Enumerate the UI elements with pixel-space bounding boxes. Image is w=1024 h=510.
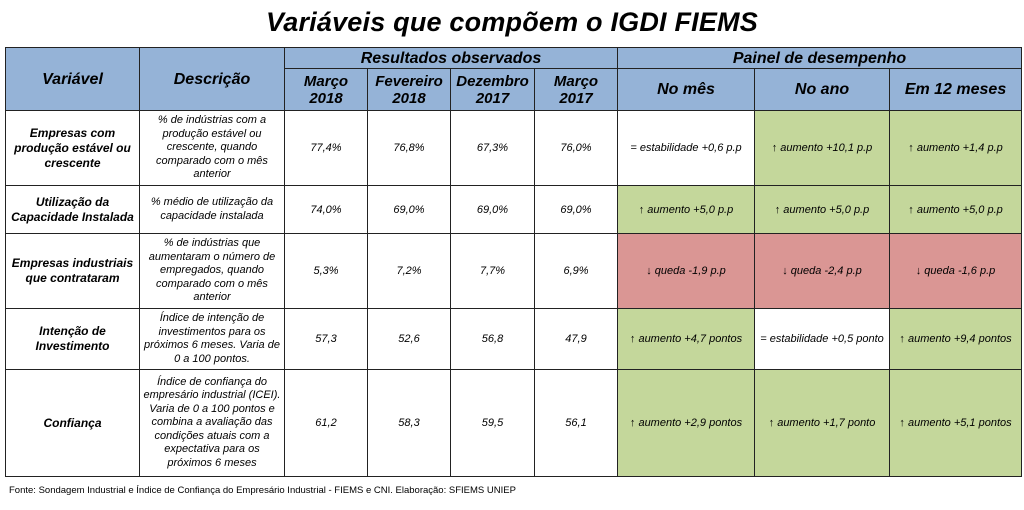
row-value: 76,8% (367, 110, 451, 186)
row-value: 69,0% (450, 185, 535, 234)
period-year: 2018 (309, 89, 343, 107)
period-month: Dezembro (456, 72, 529, 90)
header-no-mes: No mês (617, 68, 755, 111)
row-value: 59,5 (450, 369, 535, 477)
row-value: 67,3% (450, 110, 535, 186)
period-year: 2017 (559, 89, 593, 107)
period-year: 2018 (392, 89, 426, 107)
row-value: 61,2 (284, 369, 368, 477)
table-row: Confiança Índice de confiança do empresá… (5, 369, 1023, 477)
header-period-3: Dezembro 2017 (450, 68, 535, 111)
period-year: 2017 (475, 89, 510, 107)
perf-cell-12-meses: ↑ aumento +5,0 p.p (888, 185, 1023, 234)
row-value: 57,3 (284, 308, 368, 370)
row-value: 6,9% (534, 233, 618, 309)
row-value: 69,0% (367, 185, 451, 234)
header-period-1: Março 2018 (284, 68, 368, 111)
table-row: Empresas industriais que contrataram % d… (5, 233, 1023, 309)
period-month: Março (303, 72, 349, 90)
perf-cell-no-mes: ↑ aumento +4,7 pontos (617, 308, 755, 370)
row-value: 52,6 (367, 308, 451, 370)
row-descricao: Índice de confiança do empresário indust… (139, 369, 285, 477)
table-row: Utilização da Capacidade Instalada % méd… (5, 185, 1023, 234)
perf-cell-no-mes: ↑ aumento +5,0 p.p (617, 185, 755, 234)
row-value: 74,0% (284, 185, 368, 234)
perf-cell-12-meses: ↑ aumento +1,4 p.p (888, 110, 1023, 186)
row-variavel: Intenção de Investimento (5, 308, 140, 370)
row-variavel: Confiança (5, 369, 140, 477)
page-title: Variáveis que compõem o IGDI FIEMS (266, 7, 758, 37)
header-variavel: Variável (5, 47, 140, 111)
row-variavel: Utilização da Capacidade Instalada (5, 185, 140, 234)
period-month: Março (553, 72, 599, 90)
header-painel-desempenho: Painel de desempenho (616, 47, 1023, 69)
perf-cell-no-ano: ↓ queda -2,4 p.p (754, 233, 890, 309)
igdi-table: Variável Descrição Resultados observados… (5, 47, 1023, 477)
perf-cell-no-mes: ↑ aumento +2,9 pontos (617, 369, 755, 477)
table-row: Intenção de Investimento Índice de inten… (5, 308, 1023, 370)
row-value: 7,7% (450, 233, 535, 309)
header-period-4: Março 2017 (534, 68, 618, 111)
row-value: 7,2% (367, 233, 451, 309)
source-footnote: Fonte: Sondagem Industrial e Índice de C… (9, 485, 516, 496)
perf-cell-12-meses: ↓ queda -1,6 p.p (888, 233, 1023, 309)
row-value: 5,3% (284, 233, 368, 309)
header-resultados-observados: Resultados observados (284, 47, 618, 69)
row-variavel: Empresas com produção estável ou crescen… (5, 110, 140, 186)
perf-cell-no-ano: ↑ aumento +5,0 p.p (754, 185, 890, 234)
perf-cell-no-ano: ↑ aumento +1,7 ponto (754, 369, 890, 477)
perf-cell-12-meses: ↑ aumento +5,1 pontos (888, 369, 1023, 477)
row-value: 47,9 (534, 308, 618, 370)
header-no-ano: No ano (754, 68, 890, 111)
perf-cell-12-meses: ↑ aumento +9,4 pontos (888, 308, 1023, 370)
header-period-2: Fevereiro 2018 (367, 68, 451, 111)
row-value: 56,1 (534, 369, 618, 477)
row-value: 58,3 (367, 369, 451, 477)
period-month: Fevereiro (375, 72, 443, 90)
row-value: 69,0% (534, 185, 618, 234)
header-descricao: Descrição (139, 47, 285, 111)
row-value: 76,0% (534, 110, 618, 186)
table-row: Empresas com produção estável ou crescen… (5, 110, 1023, 186)
perf-cell-no-ano: = estabilidade +0,5 ponto (754, 308, 890, 370)
row-descricao: % médio de utilização da capacidade inst… (139, 185, 285, 234)
perf-cell-no-mes: ↓ queda -1,9 p.p (617, 233, 755, 309)
header-em-12-meses: Em 12 meses (888, 68, 1023, 111)
row-descricao: % de indústrias que aumentaram o número … (139, 233, 285, 309)
perf-cell-no-ano: ↑ aumento +10,1 p.p (754, 110, 890, 186)
row-variavel: Empresas industriais que contrataram (5, 233, 140, 309)
perf-cell-no-mes: = estabilidade +0,6 p.p (617, 110, 755, 186)
row-value: 56,8 (450, 308, 535, 370)
row-value: 77,4% (284, 110, 368, 186)
row-descricao: % de indústrias com a produção estável o… (139, 110, 285, 186)
row-descricao: Índice de intenção de investimentos para… (139, 308, 285, 370)
